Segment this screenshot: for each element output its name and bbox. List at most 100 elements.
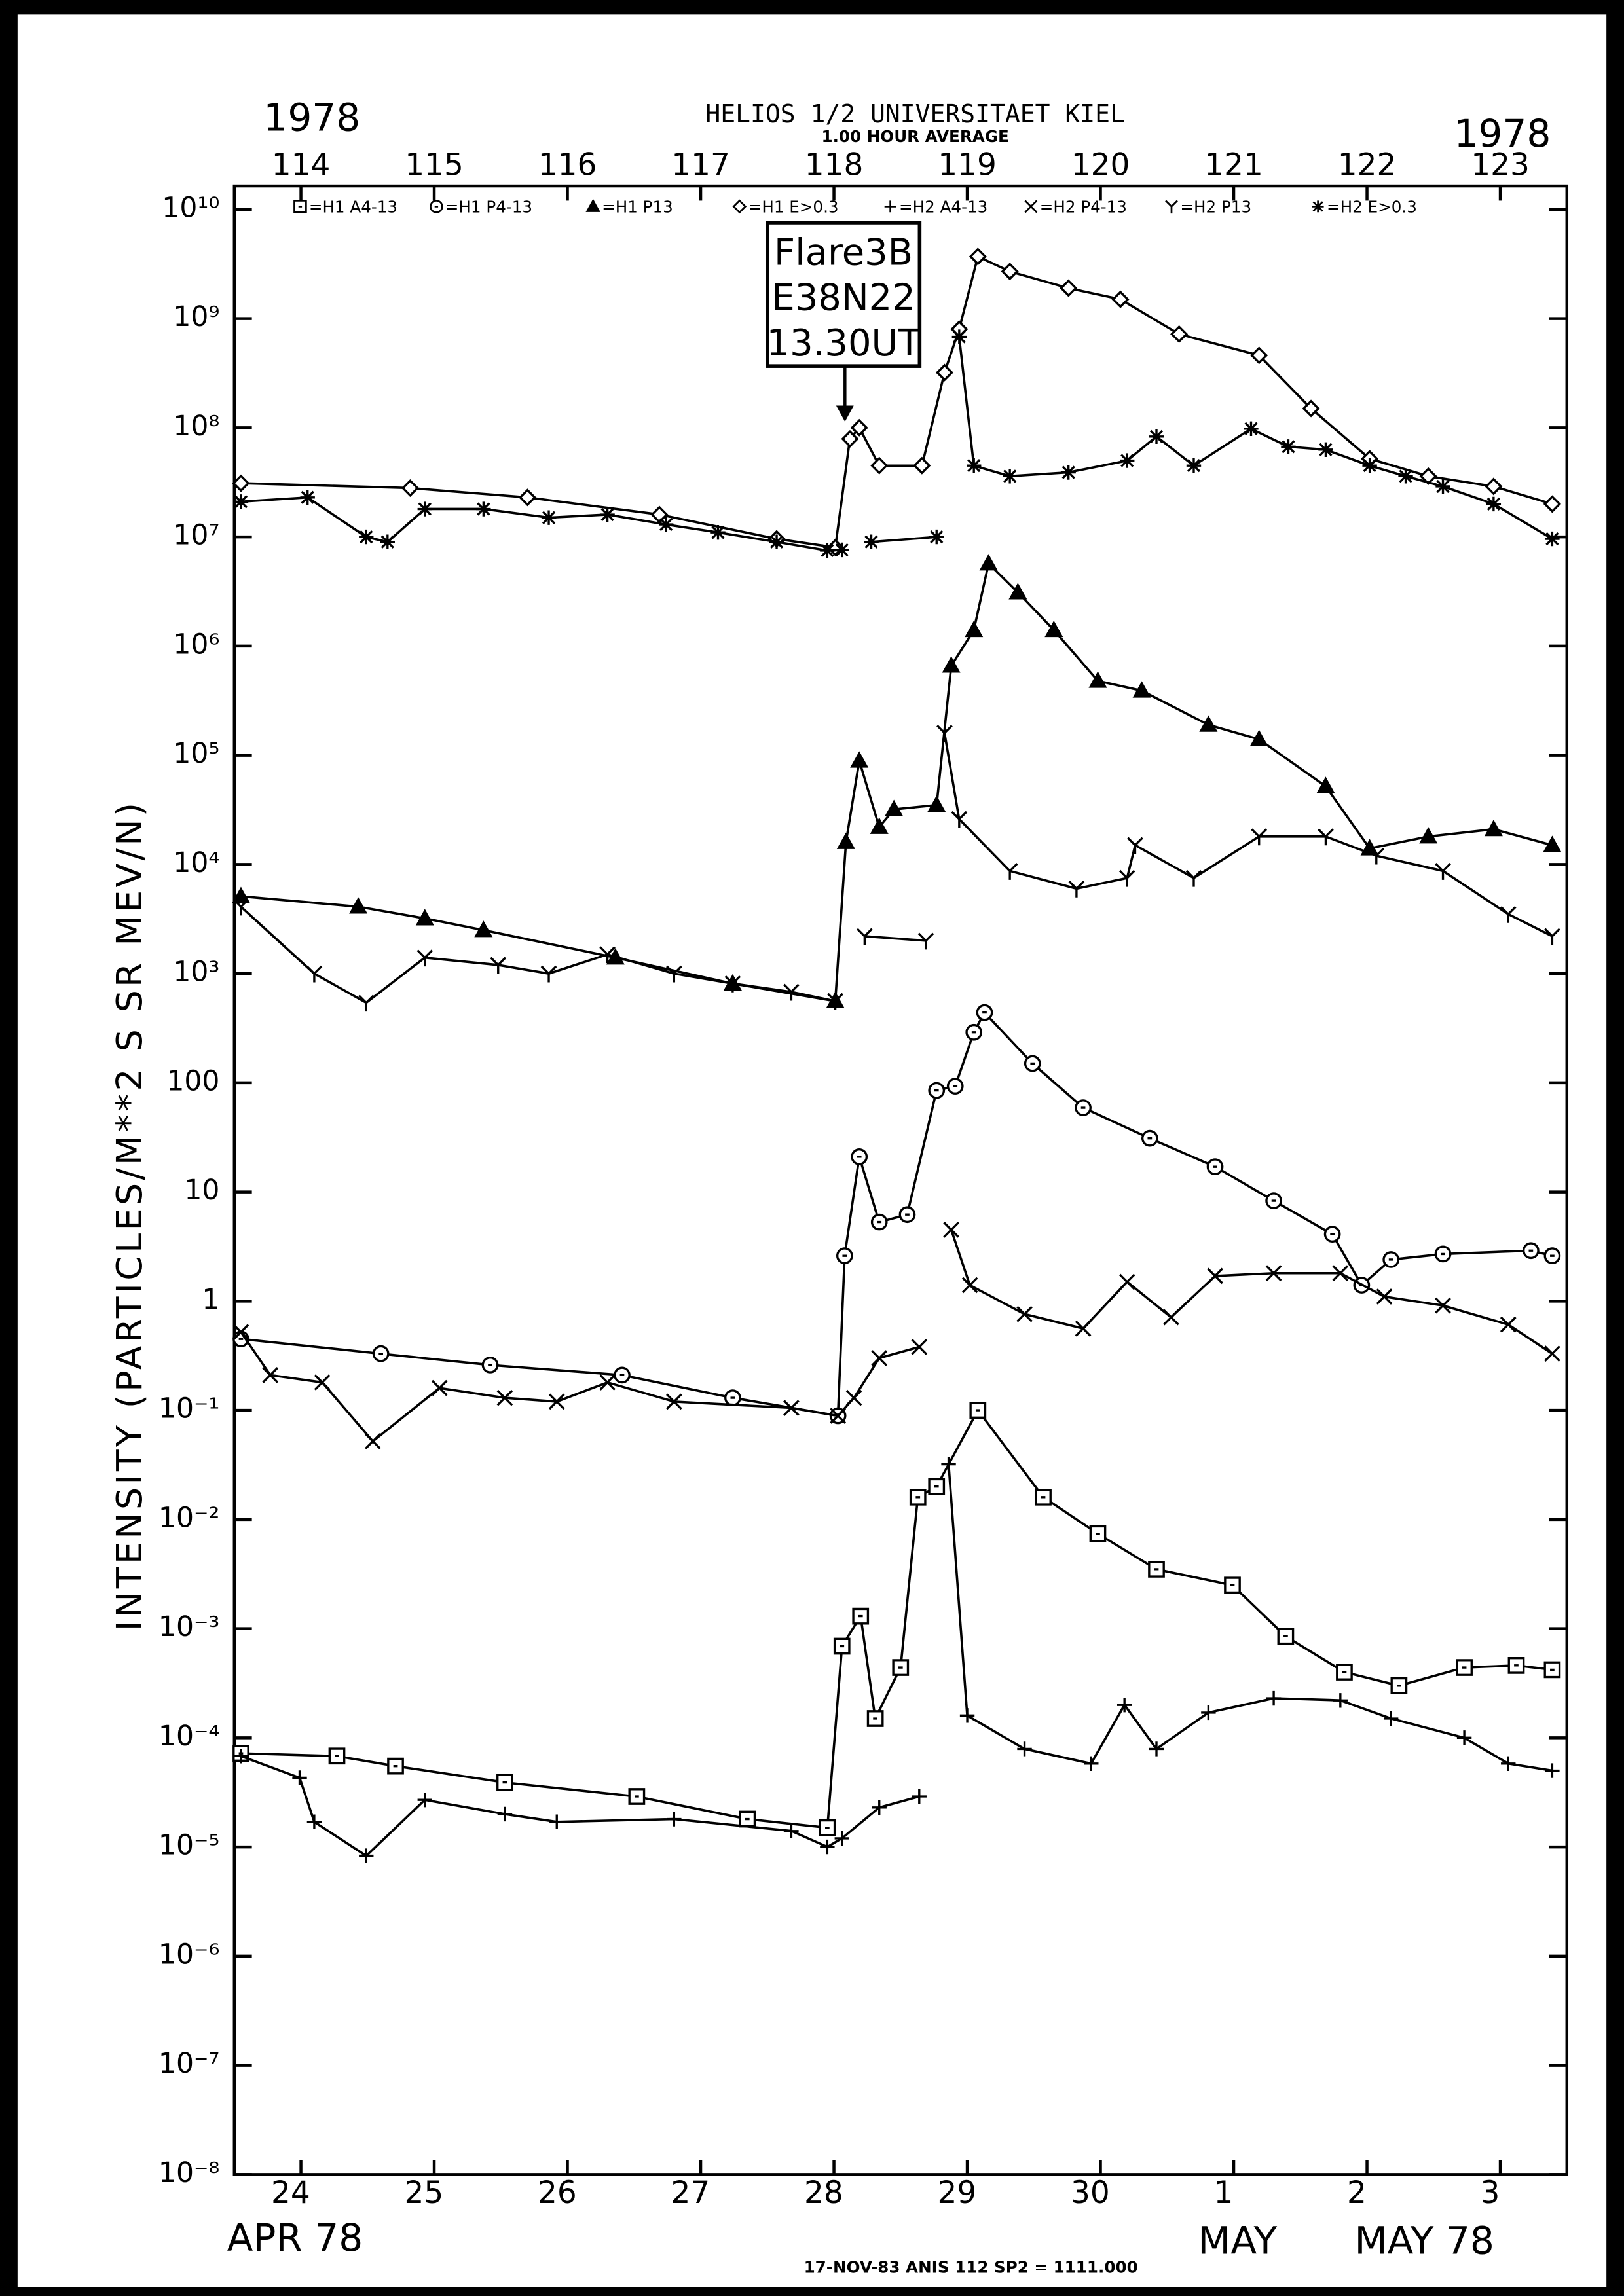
data-point: [1170, 325, 1189, 343]
x-tick-label: 1: [1213, 2175, 1233, 2211]
month-label: APR 78: [227, 2215, 363, 2260]
data-point: [1484, 819, 1503, 837]
x2-tick-label: 119: [938, 147, 997, 183]
x2-tick-label: 121: [1204, 147, 1263, 183]
x-tick-label: 24: [271, 2175, 310, 2211]
data-point: [1035, 1488, 1052, 1506]
data-point: [232, 474, 250, 492]
data-point: [372, 1345, 390, 1362]
data-point: [834, 542, 849, 558]
data-point: [871, 1350, 888, 1366]
data-point: [1435, 1297, 1451, 1314]
data-point: [724, 1389, 741, 1406]
year-label: 1978: [1454, 111, 1551, 156]
data-point: [1368, 847, 1385, 865]
y-axis-title: INTENSITY (PARTICLES/M**2 S SR MEV/N): [109, 800, 150, 1631]
data-point: [1323, 1226, 1341, 1243]
data-point: [1024, 1055, 1041, 1072]
data-point: [1111, 290, 1130, 308]
data-point: [946, 1078, 964, 1095]
data-point: [1061, 465, 1076, 480]
x-tick-label: 27: [671, 2175, 710, 2211]
data-point: [359, 1848, 374, 1863]
data-point: [490, 957, 507, 974]
annotation: Flare3B: [774, 231, 913, 274]
data-point: [1149, 1741, 1164, 1757]
data-point: [650, 505, 669, 524]
x-tick-label: 3: [1480, 2175, 1500, 2211]
data-point: [1017, 1741, 1032, 1757]
data-point: [541, 510, 557, 525]
data-point: [1383, 1711, 1399, 1726]
data-point: [1333, 1693, 1348, 1708]
data-point: [1118, 1273, 1135, 1290]
data-point: [909, 1488, 927, 1506]
data-point: [1522, 1242, 1540, 1260]
data-point: [1266, 1690, 1282, 1706]
legend-symbol: [585, 198, 600, 212]
data-point: [1118, 869, 1135, 887]
x2-tick-label: 114: [272, 147, 331, 183]
data-point: [870, 1213, 888, 1231]
data-point: [1148, 1561, 1165, 1578]
data-point: [936, 725, 953, 742]
x-tick-label: 30: [1071, 2175, 1110, 2211]
data-point: [232, 898, 249, 916]
data-point: [1434, 1245, 1452, 1263]
series-line: [240, 1408, 1553, 1829]
data-point: [1001, 263, 1019, 281]
data-point: [1500, 906, 1517, 923]
data-point: [1199, 715, 1218, 732]
data-point: [967, 458, 982, 473]
data-point: [292, 1770, 307, 1785]
chart-subtitle: 1.00 HOUR AVERAGE: [821, 127, 1008, 146]
x-tick-label: 28: [804, 2175, 843, 2211]
data-point: [1419, 827, 1438, 844]
x2-tick-label: 123: [1471, 147, 1530, 183]
legend-label: =H2 E>0.3: [1327, 198, 1417, 217]
data-point: [1500, 1316, 1517, 1333]
data-point: [1088, 671, 1107, 688]
data-point: [913, 456, 931, 475]
data-point: [1132, 681, 1151, 698]
data-point: [262, 1367, 279, 1383]
data-point: [943, 1222, 959, 1238]
data-point: [1185, 869, 1202, 887]
y-tick-label: 10⁻²: [158, 1502, 220, 1534]
data-point: [416, 949, 434, 967]
data-point: [912, 1789, 927, 1804]
data-point: [819, 1819, 836, 1836]
x2-tick-label: 117: [671, 147, 730, 183]
data-point: [951, 329, 967, 344]
y-tick-label: 10⁷: [173, 520, 219, 552]
legend-label: =H2 P13: [1180, 198, 1251, 217]
data-point: [1485, 477, 1503, 496]
y-tick-label: 10⁻¹: [158, 1393, 220, 1425]
data-point: [1507, 1656, 1525, 1674]
data-point: [380, 534, 396, 549]
month-label: MAY 78: [1355, 2219, 1494, 2263]
x2-tick-label: 120: [1071, 147, 1130, 183]
data-point: [600, 507, 615, 522]
data-point: [1251, 828, 1268, 846]
data-point: [1250, 346, 1268, 365]
data-point: [892, 1659, 910, 1676]
y-tick-label: 10¹⁰: [162, 192, 219, 224]
month-label: MAY: [1198, 2219, 1277, 2263]
data-point: [431, 1379, 448, 1396]
y-tick-label: 10⁻³: [158, 1611, 220, 1643]
x2-tick-label: 118: [805, 147, 864, 183]
data-point: [476, 501, 491, 517]
data-point: [314, 1374, 331, 1391]
data-point: [1435, 479, 1450, 494]
data-point: [1207, 1267, 1223, 1285]
annotation-arrowhead: [836, 405, 854, 422]
data-point: [739, 1810, 756, 1828]
x-tick-label: 2: [1347, 2175, 1367, 2211]
legend-symbol: [884, 200, 896, 213]
data-point: [359, 529, 374, 545]
legend-label: =H1 E>0.3: [748, 198, 839, 217]
data-point: [1501, 1756, 1516, 1771]
data-point: [929, 529, 944, 545]
data-point: [233, 1749, 249, 1764]
